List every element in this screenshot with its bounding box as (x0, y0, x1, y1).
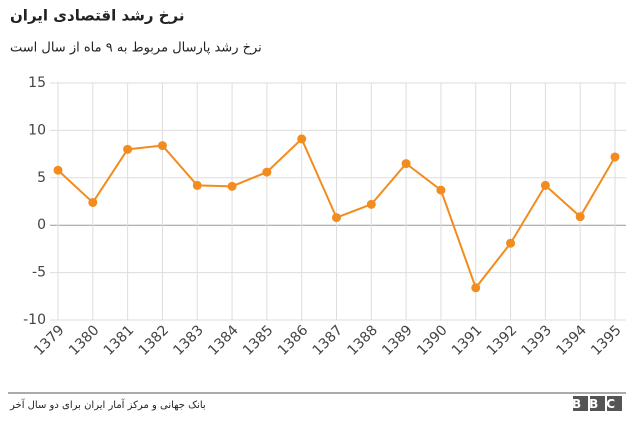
x-tick-label: 1383 (170, 322, 207, 359)
x-tick-label: 1393 (519, 322, 556, 359)
x-tick-label: 1395 (588, 322, 625, 359)
point (366, 199, 376, 209)
point (610, 152, 620, 162)
x-tick-label: 1382 (136, 322, 173, 359)
y-tick-label: 15 (28, 75, 46, 91)
logo: BBC (572, 396, 623, 411)
x-tick-label: 1380 (66, 322, 103, 359)
y-tick-label: -10 (23, 312, 46, 328)
y-tick-label: 5 (37, 170, 46, 186)
y-tick-label: -5 (32, 265, 46, 281)
point (436, 185, 446, 195)
chart-title: نرخ رشد اقتصادی ایران (10, 7, 185, 25)
point (540, 180, 550, 190)
point (123, 144, 133, 154)
x-tick-label: 1388 (344, 322, 381, 359)
y-tick-label: 10 (28, 122, 46, 138)
x-tick-label: 1385 (240, 322, 277, 359)
logo-text: BBC (572, 397, 623, 411)
x-tick-label: 1391 (449, 322, 486, 359)
x-tick-label: 1394 (553, 322, 590, 359)
point (401, 159, 411, 169)
point (471, 283, 481, 293)
point (53, 165, 63, 175)
point (262, 167, 272, 177)
point (88, 197, 98, 207)
chart-subtitle: نرخ رشد پارسال مربوط به ۹ ماه از سال است (10, 41, 262, 56)
point (157, 141, 167, 151)
point (506, 238, 516, 248)
point (192, 180, 202, 190)
source: بانک جهانی و مرکز آمار ایران برای دو سال… (9, 398, 206, 411)
point (227, 181, 237, 191)
point (297, 134, 307, 144)
y-tick-label: 0 (37, 217, 46, 233)
x-tick-label: 1381 (101, 322, 138, 359)
point (332, 213, 341, 223)
x-tick-label: 1387 (310, 322, 347, 359)
point (575, 212, 585, 222)
x-tick-label: 1389 (379, 322, 416, 359)
x-tick-label: 1390 (414, 322, 451, 359)
x-tick-label: 1384 (205, 322, 242, 359)
x-tick-label: 1392 (484, 322, 521, 359)
x-tick-label: 1386 (275, 322, 312, 359)
